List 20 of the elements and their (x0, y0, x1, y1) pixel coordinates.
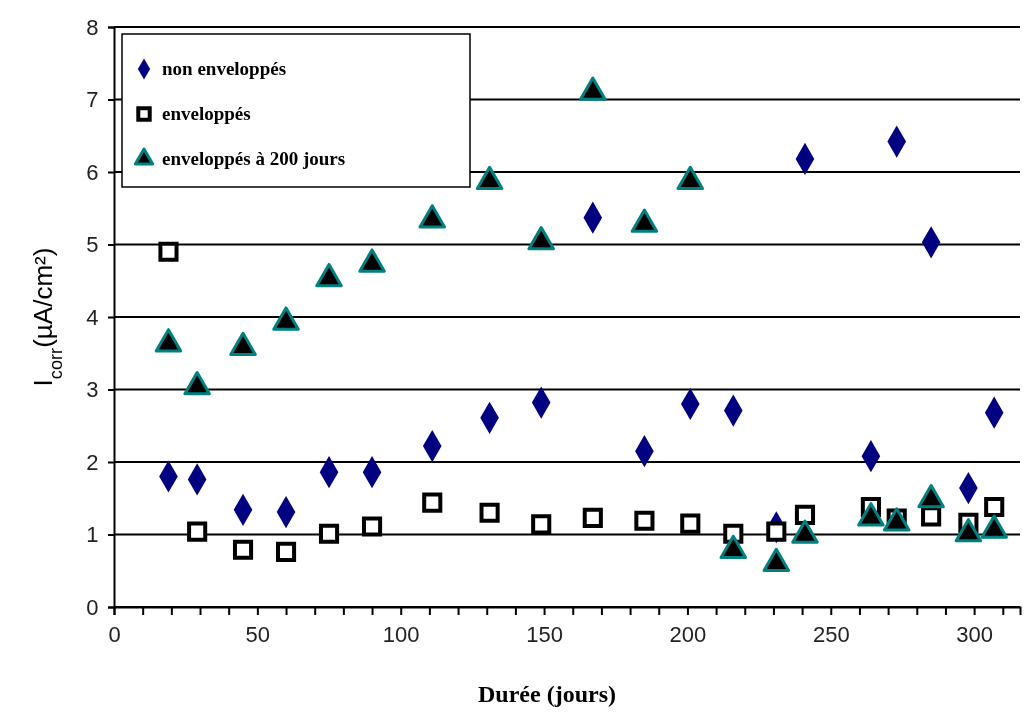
y-tick-label: 3 (86, 377, 99, 403)
y-tick-label: 6 (86, 159, 99, 185)
x-tick-label: 200 (669, 622, 707, 648)
x-tick-label: 0 (108, 622, 121, 648)
y-tick-label: 2 (86, 449, 99, 475)
x-tick-label: 300 (956, 622, 993, 648)
y-tick-label: 1 (86, 522, 99, 548)
y-tick-label: 8 (86, 14, 99, 40)
x-tick-label: 50 (245, 622, 271, 648)
x-axis-title: Durée (jours) (478, 681, 616, 707)
y-tick-label: 4 (86, 304, 99, 330)
legend-label: enveloppés à 200 jours (162, 148, 346, 169)
x-tick-label: 250 (812, 622, 850, 648)
x-tick-label: 100 (382, 622, 420, 648)
y-tick-label: 0 (86, 594, 99, 620)
legend-label: enveloppés (162, 103, 251, 124)
y-tick-label: 5 (86, 232, 99, 258)
legend-label: non enveloppés (162, 58, 287, 79)
x-tick-label: 150 (526, 622, 563, 648)
y-tick-label: 7 (86, 87, 99, 113)
